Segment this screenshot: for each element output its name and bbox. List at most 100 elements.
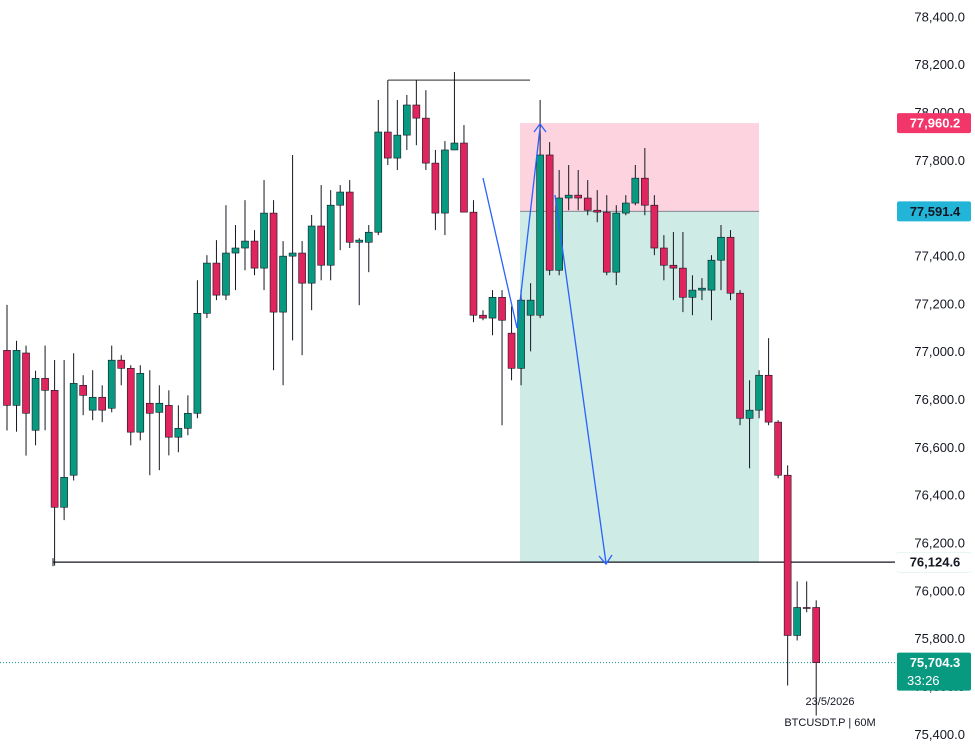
candle-body [193,313,202,414]
y-tick-label: 76,600.0 [914,440,965,455]
candle-body [231,247,240,254]
y-tick-label: 77,400.0 [914,249,965,264]
candle-body [745,409,754,419]
candle-body [469,211,478,316]
candle-body [450,142,459,151]
candle-body [222,252,230,296]
candle-body [146,402,154,414]
candle-body [326,204,335,266]
candle-body [3,350,11,406]
price-tag [897,552,971,573]
price-tag [897,113,971,134]
price-tag [897,201,971,222]
candle-body [126,368,135,433]
candle-body [441,149,449,214]
candle-body [288,252,297,257]
candle-body [764,374,773,423]
y-tick-label: 76,800.0 [914,392,965,407]
candle-body [783,474,792,636]
y-tick-label: 75,400.0 [914,727,965,742]
candle-body [555,197,563,271]
candle-body [755,374,763,411]
y-tick-label: 77,200.0 [914,296,965,311]
candle-body [98,396,106,411]
candle-body [107,359,116,409]
candle-body [726,236,735,294]
candle-body [507,332,516,369]
price-axis: 75,400.075,600.075,800.076,000.076,200.0… [897,9,971,742]
candle-body [117,359,126,369]
candle-body [679,267,687,298]
candles [3,71,821,716]
candle-body [488,296,497,319]
candle-body [669,264,678,269]
candle-body [422,117,430,164]
symbol-label: BTCUSDT.P | 60M [784,717,875,729]
candle-body [165,405,173,438]
candle-body [383,131,392,159]
countdown: 33:26 [907,673,940,688]
candle-body [793,607,801,636]
candle-body [31,378,40,431]
candle-body [536,154,544,316]
price-tag-label: 77,591.4 [910,204,961,219]
candle-body [298,252,306,284]
candle-body [307,225,316,284]
price-tag [897,652,971,691]
arrow-head [598,554,613,566]
candle-body [88,396,97,411]
candle-body [241,240,249,249]
candle-body [688,289,697,298]
candle-body [250,240,259,269]
y-tick-label: 76,000.0 [914,583,965,598]
candle-body [12,350,21,406]
candle-body [593,209,602,213]
candle-body [564,194,573,199]
candle-body [736,292,744,419]
candle-body [698,287,706,291]
candle-body [479,314,487,319]
candle-body [79,384,87,396]
candle-body [717,236,725,261]
candle-body [498,296,506,321]
candle-body [774,421,782,476]
candle-body [203,262,211,314]
candle-body [155,402,164,413]
candle-body [374,131,383,233]
stop-zone [520,123,759,212]
candle-body [802,607,811,609]
price-tag-label: 75,704.3 [910,655,961,670]
candle-body [212,262,221,296]
candle-body [460,142,468,213]
candle-body [345,191,354,243]
candle-body [412,104,421,119]
candle-body [269,212,278,313]
candle-body [660,247,668,266]
candle-body [336,191,345,206]
candle-body [517,299,525,369]
candle-body [526,299,535,316]
y-tick-label: 77,000.0 [914,344,965,359]
y-tick-label: 78,200.0 [914,57,965,72]
arrow-head [533,122,547,133]
candle-body [812,607,821,663]
trend-arrow [482,127,541,329]
candle-body [621,202,630,214]
y-tick-label: 78,400.0 [914,9,965,24]
price-tag-label: 77,960.2 [910,116,961,131]
candle-body [317,225,325,266]
date-label: 23/5/2026 [806,696,855,708]
candle-body [69,383,78,476]
candle-body [707,259,716,291]
y-tick-label: 76,400.0 [914,488,965,503]
candle-body [41,378,49,391]
candle-body [393,134,402,159]
candle-body [641,177,649,206]
candle-body [50,390,59,508]
candle-body [184,412,192,429]
candle-body [260,212,268,269]
candle-body [136,373,145,433]
candle-body [612,212,621,273]
candle-body [583,197,592,211]
